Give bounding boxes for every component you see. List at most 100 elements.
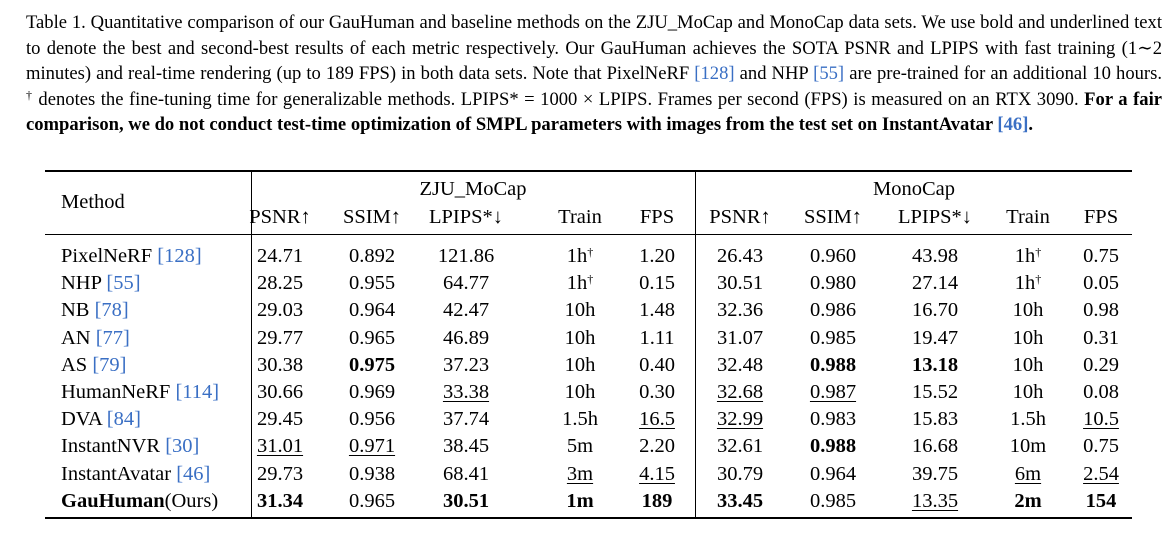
table-cell: 24.71 xyxy=(257,243,303,269)
citation-link[interactable]: [46] xyxy=(176,462,211,485)
table-cell: 10m xyxy=(1010,433,1046,459)
citation-link[interactable]: [114] xyxy=(175,381,220,403)
method-name: PixelNeRF [128] xyxy=(61,243,202,269)
dagger-mark: † xyxy=(587,245,594,259)
cell-value: 0.985 xyxy=(809,326,857,349)
cell-value: 0.30 xyxy=(639,381,675,403)
table-cell: 0.985 xyxy=(810,325,856,351)
table-cell: 32.61 xyxy=(717,433,763,459)
table-cell: 30.79 xyxy=(717,461,763,487)
cell-value: 68.41 xyxy=(442,462,490,485)
table-cell: 0.30 xyxy=(639,379,675,405)
table-cell: 16.68 xyxy=(912,433,958,459)
table-cell: 0.31 xyxy=(1083,325,1119,351)
cell-value: 30.79 xyxy=(716,462,764,485)
table-cell: 0.969 xyxy=(349,379,395,405)
table-cell: 0.956 xyxy=(349,406,395,432)
method-name: NHP [55] xyxy=(61,270,141,296)
cell-value: 10h xyxy=(564,326,596,349)
cell-value: 3m xyxy=(566,462,594,485)
cell-value: 37.74 xyxy=(442,408,490,431)
table-cell: 0.98 xyxy=(1083,297,1119,323)
cell-value: 0.75 xyxy=(1083,245,1119,267)
method-label: GauHuman xyxy=(61,489,165,512)
table-cell: 10h xyxy=(1013,297,1044,323)
method-label: DVA xyxy=(61,408,107,431)
cell-value: 10h xyxy=(1012,326,1044,349)
cell-value: 2.54 xyxy=(1083,462,1119,485)
table-cell: 30.38 xyxy=(257,352,303,378)
column-header: LPIPS*↓ xyxy=(897,206,973,228)
cell-value: 10.5 xyxy=(1083,408,1119,431)
table-cell: 38.45 xyxy=(443,433,489,459)
table-cell: 0.988 xyxy=(810,433,856,459)
cell-value: 1.48 xyxy=(639,299,675,322)
cell-value: 10m xyxy=(1009,435,1047,458)
citation-link[interactable]: [128] xyxy=(157,245,202,267)
cell-value: 0.31 xyxy=(1083,326,1119,349)
table-cell: 0.938 xyxy=(349,461,395,487)
method-label: InstantNVR xyxy=(61,435,166,458)
citation-link[interactable]: [30] xyxy=(165,435,200,458)
table-cell: 1h† xyxy=(1015,270,1042,296)
cell-value: 0.956 xyxy=(348,408,396,431)
column-header: SSIM↑ xyxy=(803,206,863,228)
table-cell: 3m xyxy=(567,461,593,487)
table-cell: 1h† xyxy=(567,243,594,269)
method-name: InstantAvatar [46] xyxy=(61,461,210,487)
cell-value: 0.892 xyxy=(348,245,396,267)
dagger-mark: † xyxy=(26,87,33,102)
table-cell: 10h xyxy=(1013,379,1044,405)
dagger-mark: † xyxy=(1035,245,1042,259)
cell-value: 154 xyxy=(1085,489,1117,512)
caption-text-3: are pre-trained for an additional 10 hou… xyxy=(844,63,1162,85)
table-cell: 1.48 xyxy=(639,297,675,323)
method-name: GauHuman(Ours) xyxy=(61,488,218,514)
citation-link[interactable]: [46] xyxy=(997,114,1029,136)
citation-link[interactable]: [55] xyxy=(813,63,845,85)
column-header: Train xyxy=(1006,206,1050,228)
table-cell: 4.15 xyxy=(639,461,675,487)
cell-value: 0.938 xyxy=(348,462,396,485)
table-cell: 10.5 xyxy=(1083,406,1119,432)
caption-bold-text: For a fair comparison, we do not conduct… xyxy=(26,88,1163,136)
method-label: AN xyxy=(61,326,96,349)
table-cell: 39.75 xyxy=(912,461,958,487)
table-cell: 0.985 xyxy=(810,488,856,514)
method-suffix: (Ours) xyxy=(164,489,219,512)
cell-value: 42.47 xyxy=(442,299,490,322)
citation-link[interactable]: [128] xyxy=(694,63,735,85)
table-cell: 6m xyxy=(1015,461,1041,487)
cell-value: 16.70 xyxy=(911,299,959,322)
table-cell: 31.01 xyxy=(257,433,303,459)
column-separator xyxy=(695,170,696,234)
table-cell: 16.5 xyxy=(639,406,675,432)
bottom-rule xyxy=(45,517,1132,519)
cell-value: 0.98 xyxy=(1083,299,1119,322)
cell-value: 4.15 xyxy=(639,462,675,485)
method-label: NHP xyxy=(61,272,107,295)
cell-value: 27.14 xyxy=(911,272,959,295)
cell-value: 0.960 xyxy=(809,245,857,267)
cell-value: 30.66 xyxy=(256,381,304,403)
cell-value: 31.34 xyxy=(256,489,304,512)
dagger-mark: † xyxy=(587,272,594,287)
table-cell: 1.20 xyxy=(639,243,675,269)
dagger-mark: † xyxy=(1035,272,1042,287)
cell-value: 64.77 xyxy=(442,272,490,295)
cell-value: 32.61 xyxy=(716,435,764,458)
method-name: HumanNeRF [114] xyxy=(61,379,219,405)
citation-link[interactable]: [84] xyxy=(106,408,141,431)
table-cell: 2.20 xyxy=(639,433,675,459)
cell-value: 1h xyxy=(1014,245,1036,267)
table-cell: 29.03 xyxy=(257,297,303,323)
citation-link[interactable]: [79] xyxy=(92,353,127,376)
cell-value: 29.45 xyxy=(256,408,304,431)
cell-value: 26.43 xyxy=(716,245,764,267)
citation-link[interactable]: [55] xyxy=(106,272,141,295)
citation-link[interactable]: [77] xyxy=(95,326,130,349)
citation-link[interactable]: [78] xyxy=(94,299,129,322)
table-cell: 27.14 xyxy=(912,270,958,296)
table-cell: 0.29 xyxy=(1083,352,1119,378)
cell-value: 0.971 xyxy=(348,435,396,458)
